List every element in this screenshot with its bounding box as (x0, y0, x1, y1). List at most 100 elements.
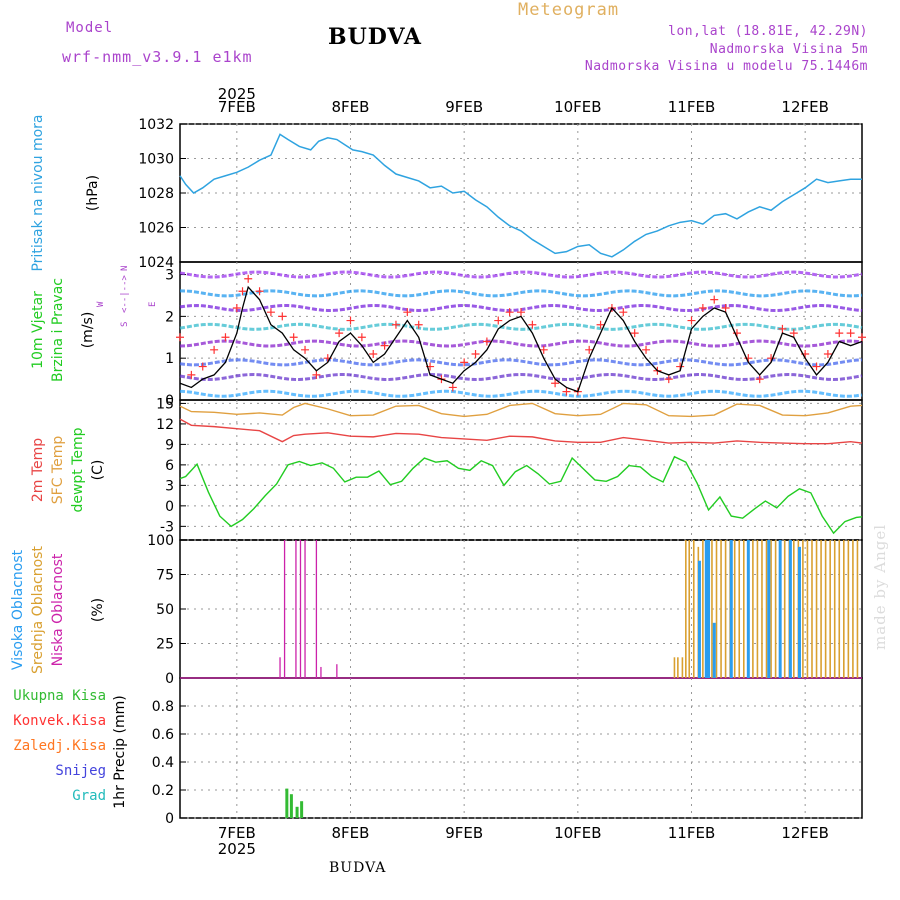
top-day-label: 9FEB (445, 98, 483, 116)
gust-marker (221, 333, 230, 342)
gust-marker (539, 345, 548, 354)
wind-barb-band (179, 270, 863, 279)
y-tick-label: 1030 (138, 152, 174, 168)
gust-marker (448, 383, 457, 392)
bottom-day-label: 8FEB (332, 824, 370, 842)
gust-marker (414, 320, 423, 329)
precip-legend-item: Konvek.Kisa (13, 713, 106, 729)
y-tick-label: 50 (156, 602, 174, 618)
y-tick-label: 0.2 (152, 783, 174, 799)
model-elevation-info: Nadmorska Visina u modelu 75.1446m (584, 59, 868, 74)
model-label: Model (66, 20, 114, 36)
wind-unit-label: (m/s) (80, 312, 96, 349)
y-tick-label: 1024 (138, 255, 174, 271)
gust-marker (255, 287, 264, 296)
bottom-day-label: 9FEB (445, 824, 483, 842)
y-tick-label: 1 (165, 351, 174, 367)
gust-marker (528, 320, 537, 329)
panel-pressure: 1024 1026 1028 1030 1032 (138, 117, 863, 271)
gust-marker (619, 308, 628, 317)
cloud-axis-title-mid: Srednja Oblacnost (30, 546, 46, 674)
y-tick-label: 6 (165, 458, 174, 474)
gust-marker (664, 375, 673, 384)
gust-marker (642, 345, 651, 354)
gust-marker (369, 350, 378, 358)
gust-marker (403, 308, 412, 317)
bottom-day-label: 12FEB (781, 824, 828, 842)
gust-marker (346, 316, 355, 325)
meteogram-title: Meteogram (518, 0, 620, 20)
gust-marker (551, 379, 560, 388)
y-tick-label: 0.4 (152, 755, 174, 771)
gust-marker (721, 304, 730, 312)
gust-marker (698, 304, 707, 312)
gust-marker (210, 345, 219, 354)
gust-marker (482, 337, 491, 346)
gust-marker (789, 329, 798, 338)
footer-station: BUDVA (329, 860, 387, 876)
wind-barb-band (179, 289, 863, 298)
y-tick-label: 1028 (138, 186, 174, 202)
compass-south: S (120, 322, 130, 327)
temp-2m-series-line (179, 418, 863, 445)
y-tick-label: 0 (165, 671, 174, 687)
gust-marker (238, 287, 247, 296)
dewpoint-series-line (179, 455, 863, 535)
bottom-day-label: 10FEB (554, 824, 601, 842)
panel-frame (179, 677, 863, 819)
gust-marker (630, 329, 639, 338)
panel-temperature: -3 0 3 6 9 12 15 (156, 396, 863, 541)
top-day-label: 7FEB (218, 98, 256, 116)
wind-barb-band (179, 339, 863, 348)
wind-speed-series-line (179, 285, 863, 393)
compass-north: N (120, 266, 130, 271)
gust-marker (312, 370, 321, 379)
gust-marker (357, 333, 366, 342)
cloud-unit-label: (%) (90, 598, 106, 622)
pressure-axis-title: Pritisak na nivou mora (30, 114, 46, 271)
model-name: wrf-nmm_v3.9.1 e1km (62, 48, 253, 66)
gust-marker (380, 341, 389, 350)
elevation-info: Nadmorska Visina 5m (709, 42, 868, 57)
gust-marker (335, 329, 344, 338)
y-tick-label: 3 (165, 478, 174, 494)
y-tick-label: 25 (156, 637, 174, 653)
y-tick-label: -3 (160, 519, 174, 535)
gust-marker (278, 312, 287, 321)
gust-marker (562, 387, 571, 396)
panel-clouds: 0 25 50 75 100 (147, 533, 863, 687)
top-year-label: 2025 (218, 85, 256, 103)
y-tick-label: 100 (147, 533, 174, 549)
compass-east: E (148, 302, 158, 307)
compass-ew-arrow: <--|--> (120, 274, 130, 313)
y-tick-label: 75 (156, 568, 174, 584)
y-tick-label: 0 (165, 393, 174, 409)
gust-marker (198, 362, 207, 371)
precip-legend-item: Zaledj.Kisa (13, 738, 106, 754)
precip-legend-item: Snijeg (55, 763, 106, 779)
y-tick-label: 9 (165, 437, 174, 453)
temp-axis-title-sfc: SFC Temp (50, 436, 66, 505)
pressure-unit-label: (hPa) (85, 175, 101, 211)
precip-legend-item: Grad (72, 788, 106, 804)
cloud-axis-title-high: Visoka Oblacnost (10, 549, 26, 670)
cloud-axis-title-low: Niska Oblacnost (50, 553, 66, 666)
gust-marker (846, 329, 855, 338)
y-tick-label: 0 (165, 499, 174, 515)
bottom-year-label: 2025 (218, 840, 256, 858)
gust-marker (710, 295, 719, 304)
y-tick-label: 2 (165, 309, 174, 325)
wind-barb-band (179, 389, 863, 398)
pressure-series-line (179, 133, 862, 258)
top-day-label: 10FEB (554, 98, 601, 116)
gust-marker (391, 320, 400, 329)
panel-precipitation: 0 0.2 0.4 0.6 0.8 (152, 677, 863, 827)
wind-barb-band (179, 322, 863, 331)
y-tick-label: 1032 (138, 117, 174, 133)
gust-marker (471, 350, 480, 358)
precip-bar (300, 801, 304, 818)
precip-legend-item: Ukupna Kisa (13, 688, 106, 704)
gust-marker (596, 320, 605, 329)
y-tick-label: 0.8 (152, 699, 174, 715)
gust-marker (858, 333, 866, 342)
